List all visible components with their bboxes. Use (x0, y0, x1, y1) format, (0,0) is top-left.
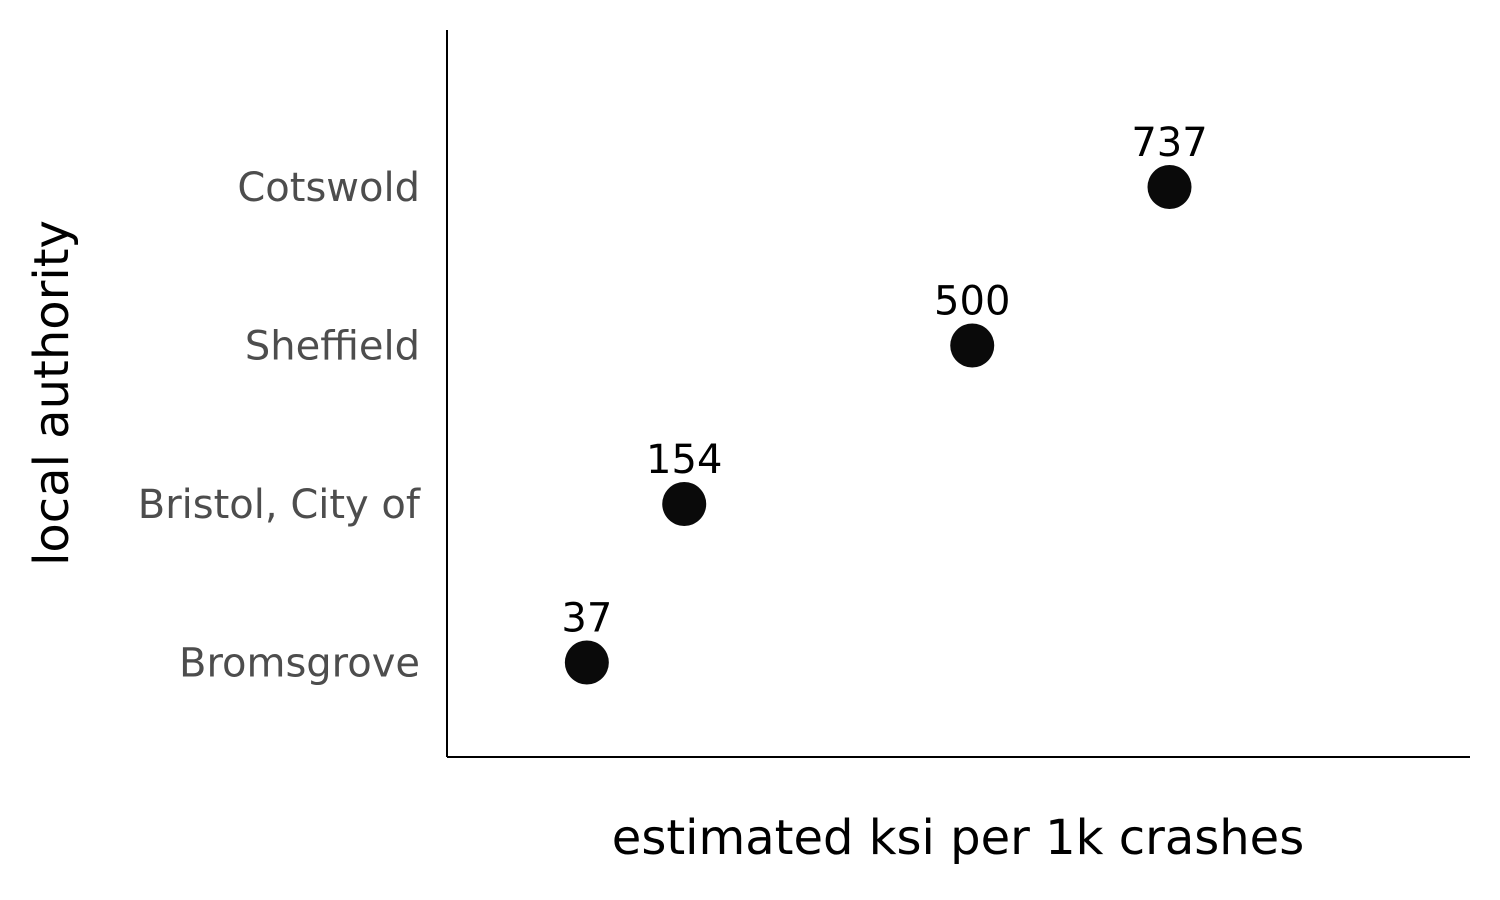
x-axis-title: estimated ksi per 1k crashes (612, 810, 1304, 866)
data-point (1147, 165, 1192, 209)
data-point (662, 482, 707, 526)
y-tick-label: Cotswold (237, 165, 420, 211)
data-point (950, 323, 995, 368)
data-label: 500 (934, 279, 1010, 325)
data-label: 737 (1131, 120, 1207, 166)
data-point (564, 640, 609, 685)
chart-marks: Bromsgrove 37 Bristol, City of 154 Sheffield… (138, 120, 1208, 687)
y-tick-label: Sheffield (245, 324, 420, 370)
y-tick-label: Bristol, City of (138, 482, 421, 528)
y-tick-label: Bromsgrove (179, 641, 420, 687)
data-label: 37 (561, 596, 612, 642)
y-axis-title: local authority (24, 220, 80, 566)
data-label: 154 (646, 437, 722, 483)
